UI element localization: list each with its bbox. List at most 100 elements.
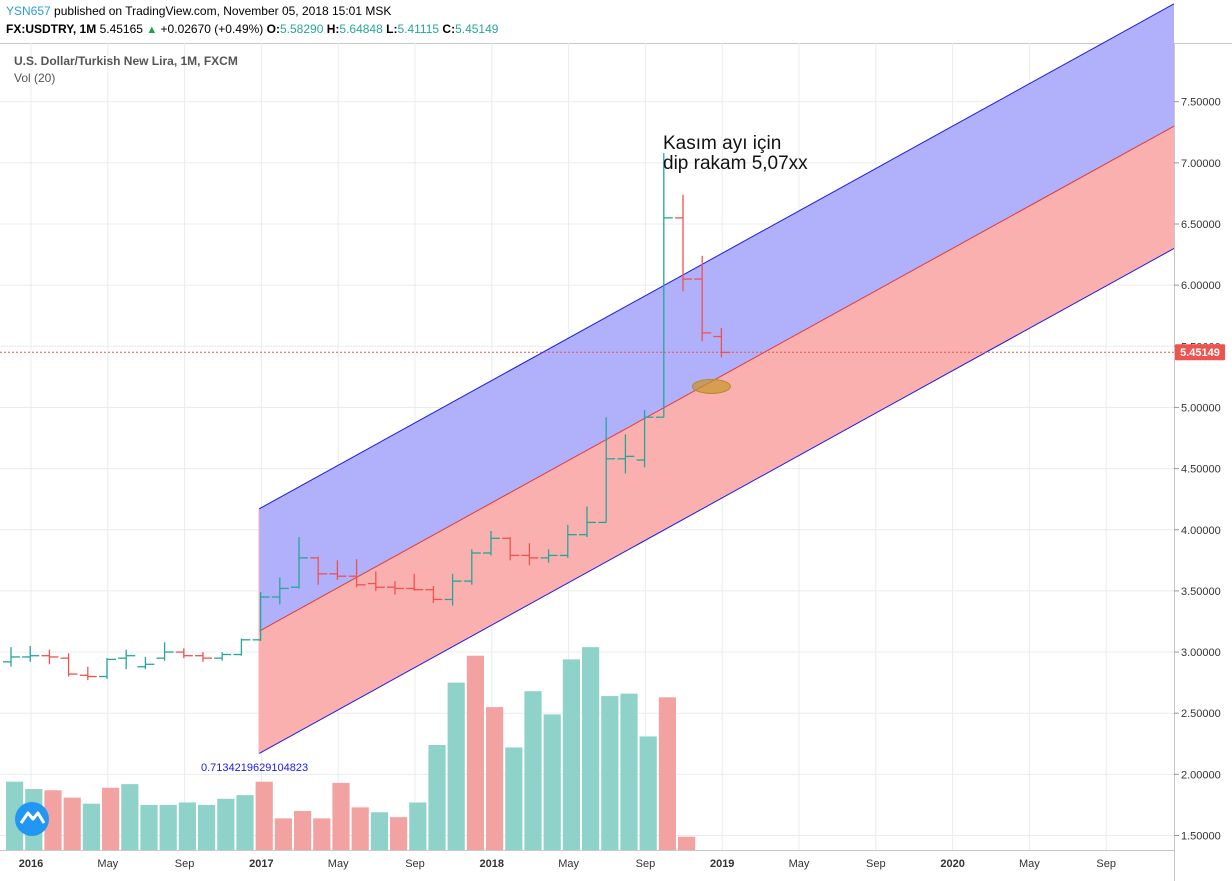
volume-bar: [236, 795, 254, 850]
ohlc-bar: [387, 581, 404, 595]
volume-bar: [639, 736, 657, 850]
x-tick-label: 2019: [710, 858, 734, 870]
volume-bar: [390, 817, 408, 850]
volume-bar: [63, 797, 81, 850]
y-tick-label: 3.00000: [1181, 647, 1221, 659]
ohlc-bar: [118, 649, 136, 670]
ohlc-bar: [675, 194, 692, 292]
volume-bar: [505, 747, 523, 850]
change-value: +0.02670 (+0.49%): [160, 22, 264, 36]
volume-bar: [486, 707, 504, 850]
author-link[interactable]: YSN657: [6, 4, 51, 18]
ohlc-bar: [310, 556, 328, 585]
ohlc-bar: [348, 559, 366, 588]
y-tick-label: 6.00000: [1181, 280, 1221, 292]
volume-bar: [658, 697, 676, 850]
wave-icon: [19, 811, 46, 824]
annotation-text: Kasım ayı için: [663, 133, 781, 154]
x-tick-label: Sep: [405, 858, 425, 870]
channel-coefficient-label: 0.7134219629104823: [201, 762, 308, 774]
volume-bar: [428, 744, 446, 850]
price-axis[interactable]: 7.500007.000006.500006.000005.500005.000…: [1174, 43, 1225, 881]
last-value: 5.45165: [99, 22, 143, 36]
lower-channel-line: [258, 248, 1175, 754]
ohlc-bar: [579, 506, 596, 538]
ohlc-bar: [598, 417, 616, 524]
regression-channel[interactable]: 0.7134219629104823: [201, 3, 1175, 774]
volume-bar: [524, 691, 542, 850]
x-tick-label: May: [1019, 858, 1040, 870]
y-tick-label: 2.50000: [1181, 708, 1221, 720]
ohlc-bar: [156, 642, 174, 661]
ohlc-bar: [271, 577, 289, 605]
ohlc-bars: [3, 153, 731, 681]
volume-bar: [678, 836, 696, 850]
last-price-label: 5.45149: [1180, 347, 1220, 359]
annotation-text: dip rakam 5,07xx: [663, 153, 808, 174]
time-axis[interactable]: 2016 May Sep 2017 May Sep 2018 May Sep 2019 May Sep…: [0, 850, 1174, 871]
ohlc-bar: [137, 656, 155, 670]
volume-bar: [466, 655, 484, 850]
volume-bar: [409, 802, 427, 850]
low-value: 5.41115: [397, 22, 440, 36]
symbol-title[interactable]: FX:USDTRY, 1M: [6, 22, 97, 36]
ohlc-bar: [329, 560, 347, 580]
ohlc-bar: [636, 409, 654, 468]
ohlc-bar: [617, 434, 635, 474]
x-tick-label: May: [789, 858, 810, 870]
ohlc-bar: [22, 645, 40, 662]
ohlc-bar: [195, 652, 212, 662]
volume-bar: [44, 790, 62, 850]
y-tick-label: 6.50000: [1181, 219, 1221, 231]
ohlc-bar: [99, 658, 116, 679]
x-tick-label: Sep: [175, 858, 195, 870]
close-value: 5.45149: [455, 22, 499, 36]
last-price-badge: [1175, 344, 1225, 361]
high-value: 5.64848: [339, 22, 383, 36]
volume-bar: [178, 802, 196, 850]
volume-bar: [370, 812, 388, 850]
ohlc-bar: [502, 537, 520, 561]
volume-bar: [332, 782, 350, 850]
ohlc-bar: [425, 586, 443, 604]
volume-bar: [159, 804, 177, 850]
volume-bar: [562, 659, 580, 850]
volume-bar: [274, 818, 292, 850]
ohlc-bar: [3, 647, 20, 667]
volume-bar: [6, 781, 24, 850]
ohlc-bar: [444, 573, 462, 606]
up-arrow-icon: ▲: [146, 24, 158, 36]
volume-bar: [102, 787, 120, 850]
y-tick-label: 1.50000: [1181, 831, 1221, 843]
high-label: H:: [326, 22, 340, 36]
publish-line: YSN657 published on TradingView.com, Nov…: [6, 4, 391, 18]
y-tick-label: 4.50000: [1181, 464, 1221, 476]
volume-indicator-label: Vol (20): [14, 71, 55, 85]
ohlc-bar: [252, 592, 270, 642]
y-tick-label: 3.50000: [1181, 586, 1221, 598]
tradingview-logo[interactable]: [15, 802, 49, 836]
volume-bar: [140, 804, 158, 850]
ohlc-bar: [521, 543, 539, 566]
lower-band: [259, 126, 1174, 754]
x-tick-label: Sep: [636, 858, 656, 870]
symbol-line: FX:USDTRY, 1M 5.45165 ▲ +0.02670 (+0.49%…: [6, 22, 498, 36]
chart-title: U.S. Dollar/Turkish New Lira, 1M, FXCM: [14, 54, 238, 68]
publish-info: published on TradingView.com, November 0…: [54, 4, 392, 18]
y-tick-label: 2.00000: [1181, 769, 1221, 781]
volume-bar: [543, 714, 561, 850]
volume-bar: [582, 647, 600, 850]
x-tick-label: May: [328, 858, 349, 870]
ohlc-bar: [406, 573, 424, 591]
open-value: 5.58290: [279, 22, 324, 36]
x-tick-label: Sep: [1096, 858, 1116, 870]
volume-bar: [82, 803, 100, 850]
ohlc-bar: [483, 530, 500, 556]
volume-bar: [217, 798, 235, 850]
x-tick-label: Sep: [866, 858, 886, 870]
x-tick-label: May: [558, 858, 579, 870]
volume-bar: [313, 818, 331, 850]
ohlc-bar: [559, 524, 577, 558]
